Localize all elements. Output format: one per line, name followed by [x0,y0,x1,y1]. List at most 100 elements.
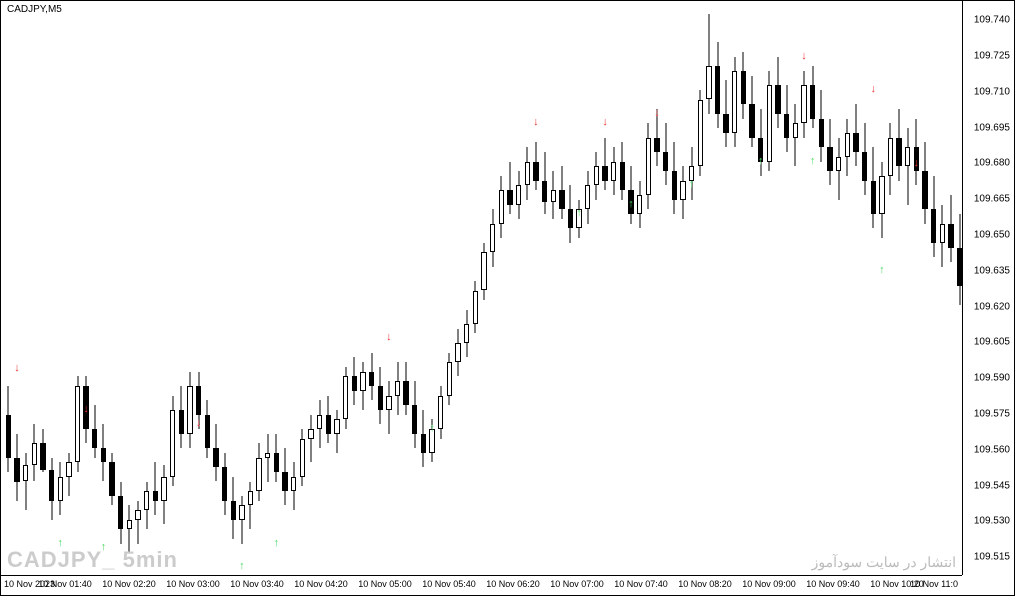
y-axis-label: 109.620 [974,301,1010,312]
candle [455,4,460,577]
arrow-up-icon: ↑ [810,156,816,167]
y-axis-label: 109.650 [974,229,1010,240]
candle [231,4,236,577]
arrow-up-icon: ↑ [239,561,245,572]
chart-plot-area[interactable]: ↓↑↓↑↓↑↑↓↑↓↑↓↑↓↑↑↓↑↓↑↓ [4,4,962,575]
arrow-up-icon: ↑ [628,199,634,210]
candle [689,4,694,577]
candle [447,4,452,577]
candle [525,4,530,577]
candle [429,4,434,577]
candle [628,4,633,577]
candle [819,4,824,577]
arrow-down-icon: ↓ [196,418,202,429]
candle [118,4,123,577]
y-axis-label: 109.590 [974,373,1010,384]
x-axis-label: 10 Nov 07:40 [614,579,668,589]
candle [49,4,54,577]
candle [793,4,798,577]
candle [161,4,166,577]
candle [620,4,625,577]
y-axis: 109.740109.725109.710109.695109.680109.6… [962,1,1014,575]
candle [256,4,261,577]
x-axis-label: 10 Nov 03:40 [230,579,284,589]
candle [801,4,806,577]
candle [6,4,11,577]
candle [127,4,132,577]
candle [775,4,780,577]
candle [715,4,720,577]
candle [412,4,417,577]
candle [317,4,322,577]
candle [654,4,659,577]
x-axis-label: 10 Nov 11:0 [910,579,958,589]
candle [663,4,668,577]
candle [386,4,391,577]
candle [507,4,512,577]
candle [698,4,703,577]
arrow-down-icon: ↓ [386,332,392,343]
candle [343,4,348,577]
candle [853,4,858,577]
candle [672,4,677,577]
candle [153,4,158,577]
candle [602,4,607,577]
y-axis-label: 109.575 [974,409,1010,420]
watermark-left: CADJPY_ 5min [7,547,178,573]
candle [395,4,400,577]
candle [187,4,192,577]
y-axis-label: 109.515 [974,552,1010,563]
x-axis-label: 10 Nov 04:20 [294,579,348,589]
candle [222,4,227,577]
candle [914,4,919,577]
candle [646,4,651,577]
candle [594,4,599,577]
candle [179,4,184,577]
arrow-up-icon: ↑ [429,423,435,434]
candle [32,4,37,577]
y-axis-label: 109.530 [974,516,1010,527]
x-axis-label: 10 Nov 09:00 [742,579,796,589]
candle [14,4,19,577]
candle [499,4,504,577]
arrow-down-icon: ↓ [14,363,20,374]
y-axis-label: 109.680 [974,158,1010,169]
x-axis-label: 10 Nov 09:40 [806,579,860,589]
candle [135,4,140,577]
arrow-down-icon: ↓ [654,108,660,119]
x-axis-label: 10 Nov 01:40 [38,579,92,589]
candle [40,4,45,577]
candle [334,4,339,577]
candle [170,4,175,577]
candle [542,4,547,577]
y-axis-label: 109.725 [974,50,1010,61]
candle [360,4,365,577]
y-axis-label: 109.695 [974,122,1010,133]
candle [248,4,253,577]
candle [637,4,642,577]
candle [767,4,772,577]
y-axis-label: 109.605 [974,337,1010,348]
candle [585,4,590,577]
arrow-down-icon: ↓ [602,117,608,128]
x-axis-label: 10 Nov 08:20 [678,579,732,589]
candle [274,4,279,577]
arrow-down-icon: ↓ [83,404,89,415]
chart-container: CADJPY,M5 ↓↑↓↑↓↑↑↓↑↓↑↓↑↓↑↑↓↑↓↑↓ 109.7401… [0,0,1015,596]
candle [533,4,538,577]
candle [75,4,80,577]
candle [611,4,616,577]
candle [326,4,331,577]
candle [109,4,114,577]
arrow-up-icon: ↑ [879,265,885,276]
candle [23,4,28,577]
candle [213,4,218,577]
arrow-down-icon: ↓ [801,51,807,62]
candle [92,4,97,577]
arrow-up-icon: ↑ [689,179,695,190]
candle [810,4,815,577]
arrow-up-icon: ↑ [274,538,280,549]
candle [827,4,832,577]
x-axis-label: 10 Nov 03:00 [166,579,220,589]
candle [888,4,893,577]
